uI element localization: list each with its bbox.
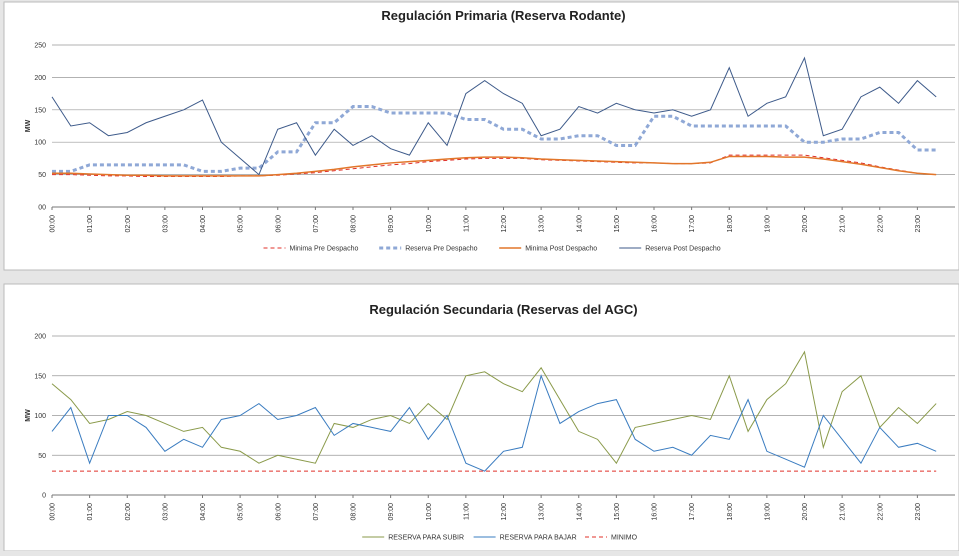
x-tick-label: 04:00 [200,215,207,233]
x-tick-label: 06:00 [275,215,282,233]
x-tick-label: 00:00 [50,215,57,233]
x-tick-label: 19:00 [764,215,771,233]
x-tick-label: 00:00 [50,503,57,521]
y-tick-label: 0 [42,493,46,500]
x-tick-label: 14:00 [576,503,583,521]
x-tick-label: 01:00 [87,503,94,521]
y-axis-label: MW [25,409,32,422]
x-tick-label: 10:00 [426,215,433,233]
legend-label: Minima Post Despacho [525,246,597,253]
legend-label: RESERVA PARA BAJAR [500,535,577,542]
y-tick-label: 200 [34,75,46,82]
x-tick-label: 14:00 [576,215,583,233]
x-tick-label: 11:00 [463,503,470,520]
x-tick-label: 07:00 [313,503,320,521]
panel [3,1,959,271]
x-tick-label: 09:00 [388,503,395,521]
panel [3,283,959,552]
x-tick-label: 16:00 [652,503,659,521]
x-tick-label: 22:00 [877,503,884,521]
x-tick-label: 07:00 [313,215,320,233]
y-tick-label: 100 [34,140,46,147]
legend-label: MINIMO [611,535,638,542]
x-tick-label: 13:00 [539,215,546,233]
x-tick-label: 16:00 [652,215,659,233]
series-line [51,374,937,472]
chart-title: Regulación Primaria (Reserva Rodante) [381,8,625,23]
series-line [51,56,937,176]
x-tick-label: 04:00 [200,503,207,521]
series-line [51,350,937,465]
x-tick-label: 01:00 [87,215,94,233]
x-tick-label: 23:00 [915,503,922,521]
x-tick-label: 20:00 [802,503,809,521]
x-tick-label: 18:00 [727,215,734,233]
x-tick-label: 05:00 [238,215,245,233]
x-tick-label: 09:00 [388,215,395,233]
x-tick-label: 08:00 [351,503,358,521]
x-tick-label: 08:00 [351,215,358,233]
y-axis-label: MW [25,119,32,132]
chart-title: Regulación Secundaria (Reservas del AGC) [369,302,637,317]
x-tick-label: 03:00 [162,215,169,233]
legend-label: Reserva Post Despacho [645,246,721,253]
x-tick-label: 02:00 [125,503,132,521]
x-tick-label: 03:00 [162,503,169,521]
x-tick-label: 15:00 [614,503,621,521]
x-tick-label: 17:00 [689,215,696,233]
x-tick-label: 10:00 [426,503,433,521]
x-tick-label: 05:00 [238,503,245,521]
y-tick-label: 00 [38,205,46,212]
x-tick-label: 17:00 [689,503,696,521]
y-tick-label: 150 [34,373,46,380]
x-tick-label: 06:00 [275,503,282,521]
x-tick-label: 13:00 [539,503,546,521]
y-tick-label: 100 [34,413,46,420]
x-tick-label: 15:00 [614,215,621,233]
x-tick-label: 21:00 [840,215,847,233]
x-tick-label: 23:00 [915,215,922,233]
x-tick-label: 11:00 [463,215,470,232]
x-tick-label: 19:00 [764,503,771,521]
y-tick-label: 150 [34,107,46,114]
x-tick-label: 21:00 [840,503,847,521]
y-tick-label: 50 [38,453,46,460]
x-tick-label: 20:00 [802,215,809,233]
x-tick-label: 02:00 [125,215,132,233]
legend-label: Reserva Pre Despacho [405,246,477,253]
x-tick-label: 12:00 [501,503,508,521]
x-tick-label: 22:00 [877,215,884,233]
y-tick-label: 50 [38,172,46,179]
x-tick-label: 18:00 [727,503,734,521]
legend-label: RESERVA PARA SUBIR [388,535,464,542]
y-tick-label: 250 [34,43,46,50]
series-line [52,105,937,173]
y-tick-label: 200 [34,334,46,341]
series-line [52,155,937,177]
legend-label: Minima Pre Despacho [290,246,359,253]
x-tick-label: 12:00 [501,215,508,233]
